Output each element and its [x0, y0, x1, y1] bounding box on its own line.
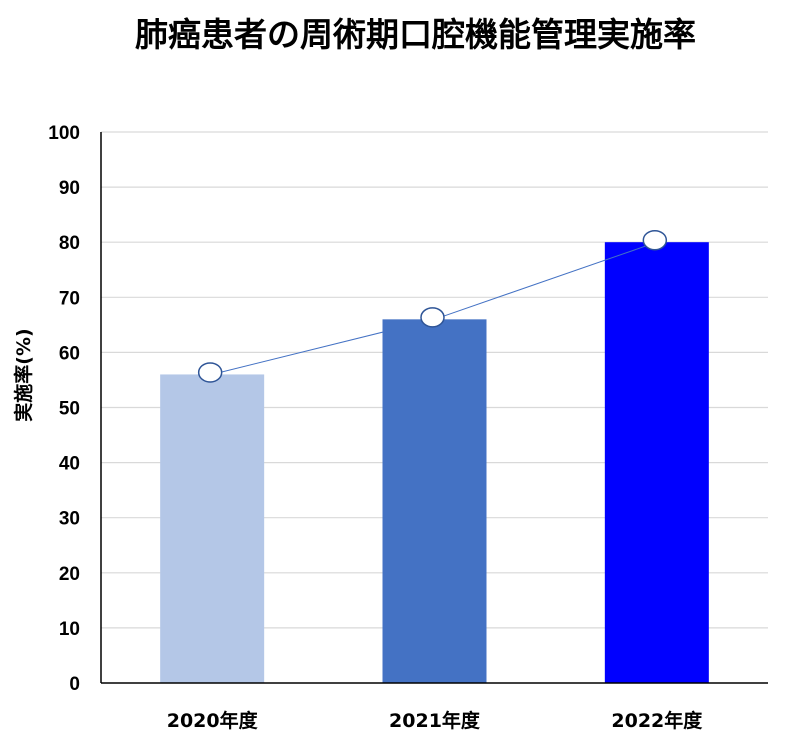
trend-marker — [420, 307, 445, 328]
y-tick-label: 50 — [59, 399, 80, 420]
y-tick-label: 100 — [48, 123, 80, 144]
y-tick-label: 10 — [59, 619, 80, 640]
y-axis-title: 実施率(%) — [12, 328, 35, 421]
chart-title: 肺癌患者の周術期口腔機能管理実施率 — [135, 15, 696, 54]
bars — [160, 242, 709, 683]
y-tick-label: 40 — [59, 454, 80, 475]
bar — [160, 374, 265, 683]
y-tick-label: 70 — [59, 288, 80, 309]
y-tick-labels: 0 10 20 30 40 50 60 70 80 90 100 — [48, 123, 80, 695]
trend-marker — [642, 229, 668, 251]
y-tick-label: 30 — [59, 509, 80, 530]
y-tick-label: 80 — [59, 233, 80, 254]
x-category-label: 2022年度 — [611, 709, 703, 732]
bar — [604, 242, 709, 683]
y-tick-label: 60 — [59, 343, 80, 364]
x-category-label: 2020年度 — [167, 709, 259, 732]
y-tick-label: 90 — [59, 178, 80, 199]
y-tick-label: 0 — [69, 674, 80, 695]
x-category-labels: 2020年度 2021年度 2022年度 — [167, 709, 704, 732]
x-category-label: 2021年度 — [389, 709, 481, 732]
trend-marker — [197, 362, 223, 383]
axes — [100, 132, 768, 684]
y-tick-label: 20 — [59, 564, 80, 585]
bar — [382, 319, 487, 683]
trend-line — [197, 229, 668, 383]
